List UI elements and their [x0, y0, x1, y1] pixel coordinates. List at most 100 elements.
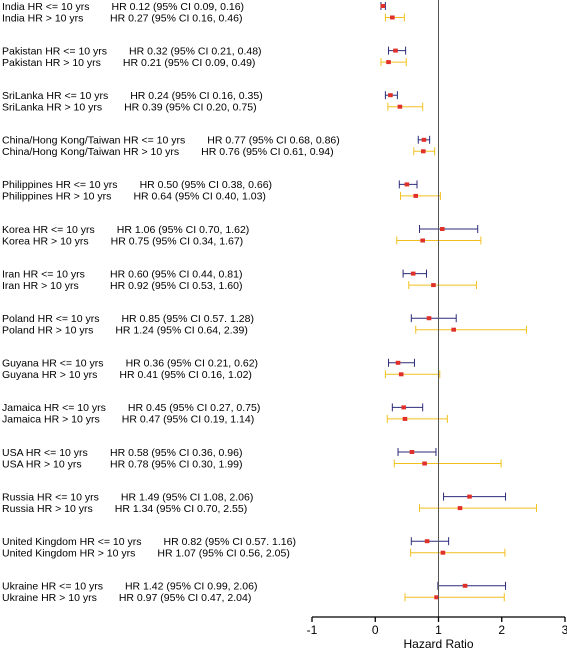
hr-point — [457, 506, 463, 511]
row-stat: HR 0.64 (95% CI 0.40, 1.03) — [133, 191, 266, 203]
hr-point — [424, 539, 430, 544]
row-group: Ukraine HR <= 10 yrs HR 1.42 (95% CI 0.99… — [2, 581, 507, 604]
row-label: SriLanka HR > 10 yrs — [2, 102, 102, 114]
row-stat: HR 1.07 (95% CI 0.56, 2.05) — [157, 548, 290, 560]
row-label: Iran HR <= 10 yrs — [2, 268, 85, 280]
hr-point — [431, 283, 436, 288]
hr-point — [397, 104, 403, 109]
row-stat: HR 0.45 (95% CI 0.27, 0.75) — [128, 402, 261, 414]
hr-point — [421, 137, 427, 142]
row-label: Russia HR > 10 yrs — [2, 503, 93, 515]
hr-point — [388, 93, 393, 98]
hr-point — [413, 193, 419, 198]
row-label: Jamaica HR <= 10 yrs — [2, 402, 106, 414]
row-stat: HR 0.78 (95% CI 0.30, 1.99) — [110, 458, 243, 470]
row-group: China/Hong Kong/Taiwan HR <= 10 yrs HR 0.… — [2, 135, 436, 158]
hr-point — [462, 583, 468, 588]
row-label: United Kingdom HR > 10 yrs — [2, 548, 135, 560]
row-group: Poland HR <= 10 yrs HR 0.85 (95% CI 0.57.… — [2, 313, 527, 337]
row-label: Jamaica HR > 10 yrs — [2, 414, 100, 426]
plot-rows: India HR <= 10 yrs HR 0.12 (95% CI 0.09, … — [2, 1, 538, 604]
row-label: Guyana HR <= 10 yrs — [2, 358, 104, 370]
hr-point — [404, 182, 410, 187]
row-stat: HR 0.39 (95% CI 0.20, 0.75) — [124, 102, 257, 114]
row-group: India HR <= 10 yrs HR 0.12 (95% CI 0.09, … — [2, 1, 405, 24]
row-stat: HR 0.82 (95% CI 0.57. 1.16) — [163, 536, 296, 548]
row-group: Jamaica HR <= 10 yrs HR 0.45 (95% CI 0.27… — [2, 402, 448, 426]
row-label: Poland HR > 10 yrs — [2, 325, 93, 337]
x-tick-label: 0 — [372, 623, 379, 637]
row-group: Korea HR <= 10 yrs HR 1.06 (95% CI 0.70, … — [2, 224, 482, 247]
row-label: Iran HR > 10 yrs — [2, 280, 79, 292]
hr-point — [420, 238, 425, 243]
hr-point — [410, 271, 416, 276]
row-group: United Kingdom HR <= 10 yrs HR 0.82 (95% … — [2, 536, 506, 560]
x-axis-title: Hazard Ratio — [403, 637, 473, 651]
row-stat: HR 0.50 (95% CI 0.38, 0.66) — [140, 179, 273, 191]
hr-point — [398, 372, 404, 377]
row-stat: HR 0.36 (95% CI 0.21, 0.62) — [126, 358, 259, 370]
row-group: USA HR <= 10 yrs HR 0.58 (95% CI 0.36, 0.… — [2, 447, 502, 470]
hr-point — [401, 405, 407, 410]
row-stat: HR 0.60 (95% CI 0.44, 0.81) — [110, 268, 243, 280]
row-label: Pakistan HR > 10 yrs — [2, 57, 101, 69]
row-group: Philippines HR <= 10 yrs HR 0.50 (95% CI … — [2, 179, 441, 203]
row-label: USA HR <= 10 yrs — [2, 447, 88, 459]
row-label: United Kingdom HR <= 10 yrs — [2, 536, 141, 548]
hr-point — [467, 494, 472, 499]
row-stat: HR 0.85 (95% CI 0.57. 1.28) — [121, 313, 254, 325]
row-label: USA HR > 10 yrs — [2, 458, 82, 470]
row-label: Korea HR <= 10 yrs — [2, 224, 95, 236]
row-stat: HR 0.92 (95% CI 0.53, 1.60) — [110, 280, 243, 292]
hr-point — [393, 48, 398, 53]
hr-point — [395, 360, 401, 365]
row-stat: HR 0.24 (95% CI 0.16, 0.35) — [130, 90, 263, 102]
hr-point — [440, 550, 446, 555]
row-stat: HR 1.42 (95% CI 0.99, 2.06) — [125, 581, 258, 593]
row-stat: HR 0.97 (95% CI 0.47, 2.04) — [119, 592, 252, 604]
row-label: Poland HR <= 10 yrs — [2, 313, 99, 325]
row-stat: HR 0.76 (95% CI 0.61, 0.94) — [201, 146, 334, 158]
hr-point — [426, 316, 432, 321]
hr-point — [439, 227, 445, 231]
row-stat: HR 0.77 (95% CI 0.68, 0.86) — [207, 135, 340, 147]
row-stat: HR 1.34 (95% CI 0.70, 2.55) — [115, 503, 248, 515]
row-stat: HR 1.49 (95% CI 1.08, 2.06) — [121, 491, 254, 503]
row-label: Ukraine HR <= 10 yrs — [2, 581, 103, 593]
hr-point — [386, 60, 391, 65]
x-tick-label: -1 — [307, 623, 318, 637]
hr-point — [434, 595, 439, 600]
row-stat: HR 0.21 (95% CI 0.09, 0.49) — [123, 57, 256, 69]
hr-point — [402, 416, 408, 421]
row-group: Guyana HR <= 10 yrs HR 0.36 (95% CI 0.21,… — [2, 358, 441, 381]
x-tick-label: 2 — [498, 623, 505, 637]
row-label: Philippines HR > 10 yrs — [2, 191, 111, 203]
row-group: Pakistan HR <= 10 yrs HR 0.32 (95% CI 0.2… — [2, 45, 407, 69]
hr-point — [422, 461, 427, 466]
row-stat: HR 0.47 (95% CI 0.19, 1.14) — [122, 414, 255, 426]
row-stat: HR 0.32 (95% CI 0.21, 0.48) — [129, 45, 262, 57]
row-stat: HR 0.12 (95% CI 0.09, 0.16) — [112, 1, 245, 13]
x-tick-label: 3 — [562, 623, 567, 637]
row-label: Pakistan HR <= 10 yrs — [2, 45, 107, 57]
row-group: Russia HR <= 10 yrs HR 1.49 (95% CI 1.08,… — [2, 491, 538, 515]
row-label: India HR <= 10 yrs — [2, 1, 90, 13]
hr-point — [380, 4, 386, 8]
row-stat: HR 1.24 (95% CI 0.64, 2.39) — [115, 325, 248, 337]
x-tick-label: 1 — [435, 623, 442, 637]
row-label: Guyana HR > 10 yrs — [2, 369, 97, 381]
hr-point — [409, 450, 415, 454]
row-stat: HR 0.41 (95% CI 0.16, 1.02) — [119, 369, 252, 381]
row-label: Ukraine HR > 10 yrs — [2, 592, 97, 604]
row-group: Iran HR <= 10 yrs HR 0.60 (95% CI 0.44, 0… — [2, 268, 477, 292]
hr-point — [451, 327, 456, 332]
row-label: SriLanka HR <= 10 yrs — [2, 90, 108, 102]
hr-point — [390, 15, 395, 20]
row-group: SriLanka HR <= 10 yrs HR 0.24 (95% CI 0.1… — [2, 90, 424, 114]
row-stat: HR 1.06 (95% CI 0.70, 1.62) — [117, 224, 250, 236]
x-axis-ticks: -1 0 1 2 3 — [307, 617, 567, 637]
row-stat: HR 0.75 (95% CI 0.34, 1.67) — [111, 235, 244, 247]
row-label: Russia HR <= 10 yrs — [2, 491, 99, 503]
row-stat: HR 0.27 (95% CI 0.16, 0.46) — [110, 12, 243, 24]
